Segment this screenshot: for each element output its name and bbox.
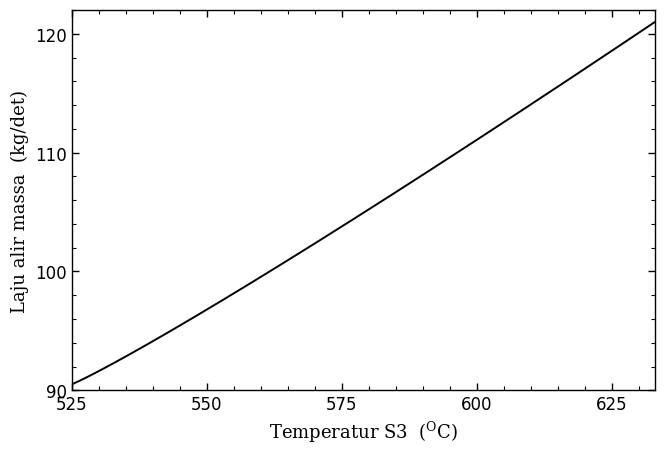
- X-axis label: Temperatur S3  ($\mathregular{^{O}}$C): Temperatur S3 ($\mathregular{^{O}}$C): [268, 419, 458, 444]
- Y-axis label: Laju alir massa  (kg/det): Laju alir massa (kg/det): [11, 90, 29, 312]
